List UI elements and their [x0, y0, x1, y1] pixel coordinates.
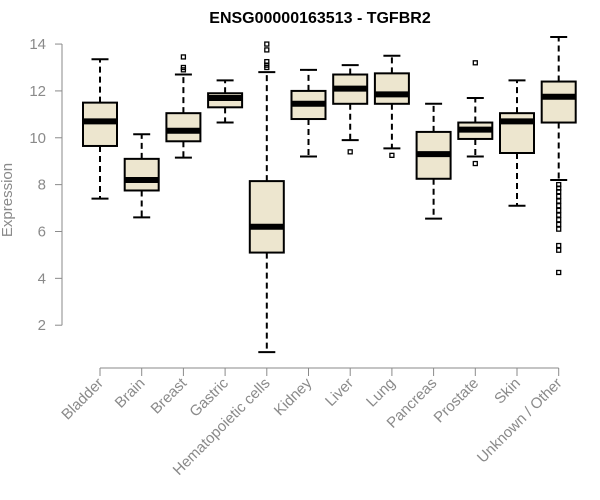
chart-title: ENSG00000163513 - TGFBR2	[209, 10, 431, 27]
x-tick-label: Lung	[363, 375, 399, 411]
y-tick-label: 10	[29, 130, 46, 147]
outlier-point	[556, 226, 562, 232]
box-rect	[123, 157, 160, 192]
box-group	[499, 79, 535, 207]
x-tick-label: Brain	[112, 375, 149, 412]
y-axis-label: Expression	[0, 163, 16, 237]
outlier-point	[556, 198, 562, 204]
box-rect	[165, 112, 202, 143]
x-tick-label: Skin	[491, 375, 524, 408]
outlier-point	[556, 203, 562, 209]
outlier-point	[472, 160, 478, 167]
outlier-point	[264, 47, 270, 53]
outlier-point	[556, 247, 562, 253]
outlier-point	[472, 60, 478, 66]
outlier-point	[347, 149, 353, 155]
box-rect	[248, 180, 285, 254]
x-tick-label: Breast	[148, 374, 191, 417]
x-tick-label: Bladder	[58, 375, 107, 424]
box-group	[415, 102, 452, 220]
box-group	[82, 58, 118, 200]
box-group	[207, 79, 244, 124]
box-group	[373, 54, 410, 158]
outlier-point	[556, 193, 562, 199]
box-group	[248, 41, 285, 354]
outlier-point	[264, 41, 270, 47]
box-rect	[540, 80, 577, 124]
y-tick-label: 8	[38, 177, 46, 194]
box-group	[540, 36, 577, 276]
outlier-point	[556, 189, 562, 195]
y-axis: 2 4 6 8 10 12 14	[29, 36, 63, 334]
outlier-point	[180, 67, 187, 73]
box-rect	[373, 72, 410, 105]
outlier-point	[556, 217, 562, 223]
outlier-point	[556, 269, 562, 276]
x-tick-label: Prostate	[431, 375, 483, 427]
outlier-point	[556, 207, 562, 214]
outlier-point	[556, 242, 562, 249]
y-tick-label: 14	[29, 36, 46, 53]
y-tick-label: 2	[38, 317, 46, 334]
outlier-point	[556, 212, 562, 218]
outlier-point	[180, 54, 187, 60]
x-tick-label: Kidney	[271, 374, 316, 419]
x-tick-label: Liver	[322, 375, 357, 410]
box-group	[123, 133, 160, 219]
outlier-point	[556, 221, 562, 228]
box-group	[290, 68, 327, 158]
y-tick-label: 12	[29, 83, 46, 100]
y-tick-label: 6	[38, 223, 46, 240]
box-group	[457, 60, 494, 167]
boxes-group	[82, 36, 577, 354]
box-group	[165, 54, 202, 159]
box-group	[332, 64, 369, 155]
outlier-point	[389, 152, 395, 158]
outlier-point	[264, 58, 270, 65]
y-tick-label: 4	[38, 270, 46, 287]
